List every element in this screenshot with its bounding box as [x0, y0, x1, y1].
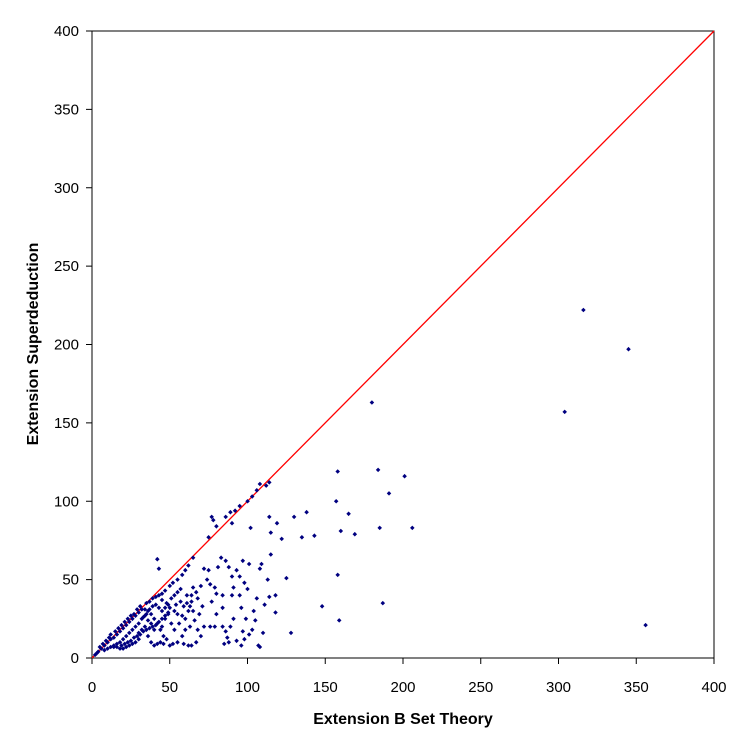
y-tick-label: 100: [54, 493, 79, 510]
y-tick-label: 400: [54, 23, 79, 40]
y-tick-label: 250: [54, 258, 79, 275]
data-point: [338, 528, 344, 534]
x-tick-label: 0: [88, 679, 96, 696]
x-tick-label: 300: [546, 679, 571, 696]
data-point: [274, 520, 280, 526]
data-point: [257, 644, 263, 650]
data-point: [288, 630, 294, 636]
data-point: [375, 467, 381, 473]
data-point: [402, 473, 407, 479]
y-tick-label: 200: [54, 337, 79, 354]
y-axis-title: Extension Superdeduction: [25, 243, 42, 446]
x-tick-label: 200: [390, 679, 415, 696]
data-point: [380, 600, 386, 606]
data-point: [257, 566, 263, 571]
x-tick-label: 250: [468, 679, 493, 696]
data-point: [254, 488, 260, 493]
data-point: [268, 552, 274, 557]
data-point: [253, 618, 258, 623]
x-axis-ticks: 0 50 100 150 200 250 300 350 400: [88, 658, 727, 696]
data-point: [284, 575, 289, 581]
data-point: [299, 535, 305, 540]
data-point: [333, 498, 339, 504]
data-point: [335, 469, 340, 474]
x-axis-title: Extension B Set Theory: [313, 711, 493, 728]
x-tick-label: 350: [624, 679, 649, 696]
data-point: [259, 561, 264, 567]
y-axis-ticks: 0 50 100 150 200 250 300 350 400: [54, 23, 92, 667]
data-point: [267, 480, 272, 485]
data-point: [369, 400, 375, 405]
data-point: [263, 483, 269, 488]
data-point: [312, 533, 317, 538]
data-point: [291, 514, 297, 520]
data-point: [273, 593, 278, 598]
data-point: [232, 508, 238, 513]
data-point: [262, 602, 267, 607]
x-tick-label: 400: [701, 679, 726, 696]
reference-line: [91, 30, 715, 659]
data-point: [265, 577, 270, 582]
data-point: [643, 622, 648, 628]
data-point: [410, 525, 415, 531]
data-point: [273, 610, 278, 615]
data-point: [267, 594, 272, 600]
data-point: [304, 509, 309, 515]
x-tick-label: 150: [313, 679, 338, 696]
y-tick-label: 300: [54, 180, 79, 197]
data-point: [268, 530, 274, 535]
data-point: [257, 481, 263, 487]
y-tick-label: 0: [71, 650, 79, 667]
data-point: [279, 536, 284, 542]
data-point: [260, 630, 266, 636]
x-tick-label: 100: [235, 679, 260, 696]
data-point: [562, 409, 567, 415]
data-point: [386, 491, 392, 496]
y-tick-label: 50: [62, 572, 79, 589]
data-point: [335, 572, 340, 578]
data-point: [352, 531, 358, 537]
y-tick-label: 150: [54, 415, 79, 432]
data-point: [336, 618, 342, 623]
data-point: [581, 307, 586, 313]
data-point: [198, 583, 204, 589]
data-point: [267, 514, 272, 520]
y-tick-label: 350: [54, 101, 79, 118]
x-tick-label: 50: [161, 679, 178, 696]
data-point: [319, 604, 325, 609]
data-point: [346, 511, 351, 517]
data-point: [626, 346, 631, 352]
data-point: [377, 525, 382, 531]
